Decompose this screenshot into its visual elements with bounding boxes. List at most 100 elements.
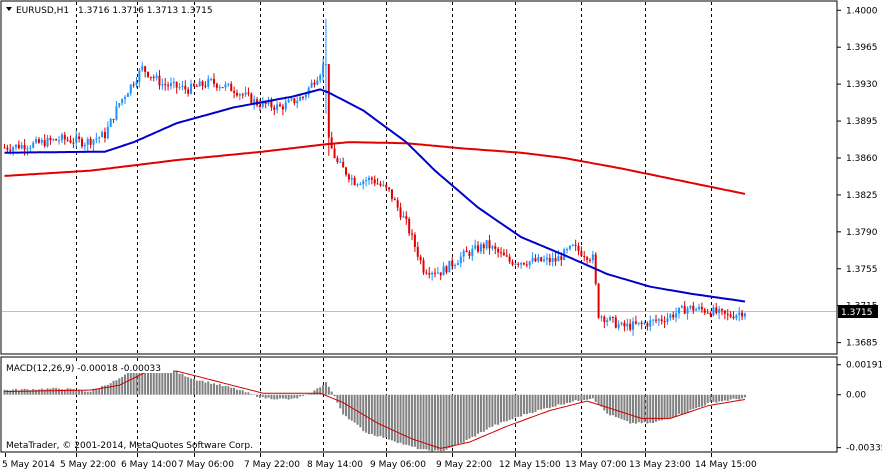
macd-bar	[425, 394, 428, 450]
candle	[238, 92, 241, 101]
candle	[571, 243, 574, 247]
macd-bar	[534, 394, 537, 412]
triangle-down-icon[interactable]	[6, 7, 12, 11]
macd-bar	[126, 372, 129, 395]
macd-bar	[198, 380, 201, 395]
candle	[471, 244, 474, 261]
symbol-header[interactable]: EURUSD,H1 1.3716 1.3716 1.3713 1.3715	[6, 6, 213, 16]
candle	[700, 302, 703, 313]
candle	[89, 136, 92, 149]
candle	[652, 318, 655, 326]
macd-bar	[95, 388, 98, 395]
macd-bar	[112, 380, 115, 395]
y-tick-label: 1.3895	[846, 117, 878, 127]
macd-bar	[388, 394, 391, 440]
candle	[158, 70, 161, 90]
macd-bar	[270, 394, 273, 400]
macd-bar	[69, 388, 72, 395]
candle	[649, 315, 652, 332]
candle	[147, 71, 149, 78]
macd-bar	[657, 394, 660, 421]
candle	[376, 178, 379, 185]
macd-bar	[382, 394, 385, 438]
macd-bar	[187, 377, 190, 395]
candle	[629, 319, 632, 332]
main-panel-frame	[0, 0, 838, 355]
macd-bar	[60, 389, 63, 395]
macd-bar	[258, 394, 261, 398]
macd-bar	[723, 394, 726, 401]
candle	[195, 83, 198, 87]
macd-bar	[416, 394, 419, 450]
candle	[129, 83, 132, 97]
candle	[250, 92, 253, 105]
candle	[477, 241, 480, 254]
candle	[149, 76, 152, 81]
macd-bar	[207, 381, 210, 395]
candle	[115, 100, 118, 121]
macd-bar	[654, 394, 657, 422]
candle	[339, 158, 342, 163]
candle	[75, 130, 78, 149]
candle	[735, 313, 738, 321]
candle	[161, 78, 164, 90]
macd-bar	[735, 394, 738, 400]
macd-bar	[586, 394, 589, 400]
candle	[218, 84, 221, 92]
candle	[588, 257, 591, 264]
candle	[132, 81, 135, 88]
macd-bar	[568, 394, 571, 403]
candle	[169, 77, 172, 90]
macd-bar	[169, 369, 172, 395]
candle	[175, 81, 178, 94]
candle	[459, 252, 462, 268]
macd-bar	[155, 366, 158, 395]
macd-bar	[115, 380, 118, 395]
candle	[101, 130, 104, 138]
macd-bar	[121, 377, 124, 395]
candle	[508, 253, 511, 265]
macd-bar	[609, 394, 612, 416]
candle	[672, 311, 675, 321]
candle	[213, 73, 216, 88]
macd-bar	[468, 394, 471, 439]
y-tick-label: 1.3685	[846, 339, 878, 349]
candle	[247, 87, 250, 97]
candle	[646, 321, 649, 331]
macd-bar	[597, 394, 600, 405]
macd-bar	[706, 394, 709, 404]
macd-bar	[517, 394, 520, 417]
macd-bar	[296, 394, 299, 399]
candle	[436, 267, 439, 274]
candle	[204, 81, 207, 89]
macd-bar	[238, 390, 241, 395]
candle	[78, 132, 81, 143]
macd-bar	[376, 394, 379, 437]
candle	[617, 320, 620, 331]
candle	[738, 306, 741, 322]
macd-bar	[118, 378, 121, 395]
macd-bar	[218, 384, 221, 395]
macd-bar	[454, 394, 457, 445]
macd-bar	[637, 394, 640, 423]
macd-bar	[551, 394, 554, 408]
candle	[491, 244, 494, 251]
macd-bar	[477, 394, 480, 434]
candle	[103, 127, 106, 143]
macd-bar	[253, 394, 256, 395]
macd-bar	[267, 394, 270, 398]
macd-bar	[72, 389, 75, 395]
macd-bar	[709, 394, 712, 402]
macd-bar	[299, 394, 302, 397]
macd-bar	[390, 394, 393, 441]
candle	[106, 121, 109, 140]
candle	[709, 311, 712, 318]
macd-bar	[235, 389, 238, 395]
macd-bar	[571, 394, 574, 402]
macd-bar	[345, 394, 348, 417]
macd-bar	[574, 394, 577, 401]
candle	[83, 142, 86, 151]
candle	[95, 132, 98, 144]
candle	[121, 98, 124, 106]
candle	[439, 272, 442, 281]
